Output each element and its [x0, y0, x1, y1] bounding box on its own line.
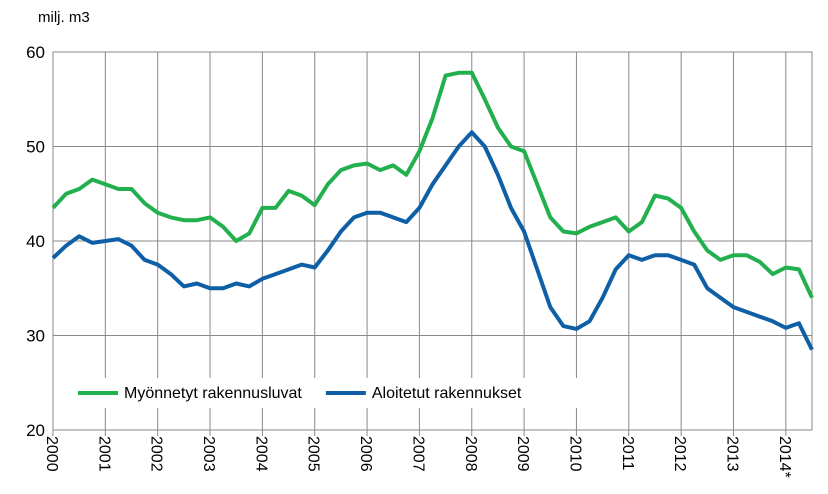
y-tick-label: 40: [26, 232, 45, 251]
x-tick-label: 2006: [357, 436, 374, 472]
y-tick-label: 60: [26, 43, 45, 62]
legend-label: Aloitetut rakennukset: [372, 385, 522, 402]
x-tick-label: 2005: [305, 436, 322, 472]
x-tick-label: 2011: [619, 436, 636, 471]
series-line: [51, 130, 814, 351]
x-tick-label: 2013: [723, 436, 740, 472]
x-tick-label: 2012: [671, 436, 688, 472]
x-tick-label: 2007: [409, 436, 426, 472]
x-tick-label: 2000: [43, 436, 60, 472]
y-axis-label: milj. m3: [38, 9, 90, 26]
y-tick-label: 50: [26, 138, 45, 157]
x-tick-label: 2008: [462, 436, 479, 472]
x-tick-label: 2001: [95, 436, 112, 472]
x-tick-label: 2002: [148, 436, 165, 472]
series-line: [51, 70, 814, 299]
x-tick-label: 2003: [200, 436, 217, 472]
y-tick-label: 30: [26, 327, 45, 346]
legend-label: Myönnetyt rakennusluvat: [124, 385, 302, 402]
x-tick-label: 2014*: [776, 436, 793, 478]
x-tick-label: 2004: [252, 436, 269, 472]
x-tick-label: 2010: [566, 436, 583, 472]
x-tick-label: 2009: [514, 436, 531, 472]
y-tick-label: 20: [26, 421, 45, 440]
